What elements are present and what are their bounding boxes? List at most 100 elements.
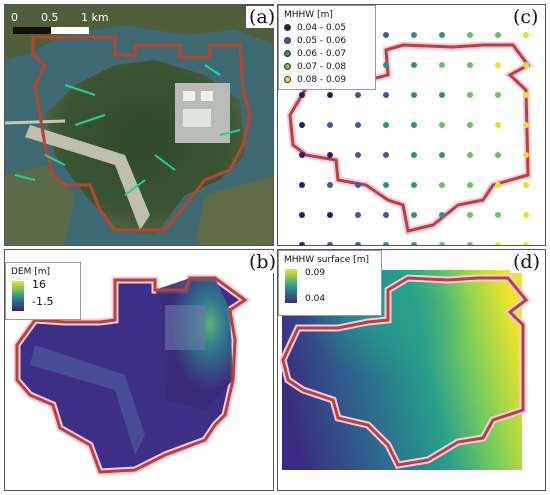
mhhw-point: [299, 122, 305, 128]
legend-dot: [284, 76, 291, 83]
legend-item: 0.07 - 0.08: [284, 60, 370, 73]
legend-range: 0.05 - 0.06: [297, 35, 347, 46]
mhhw-point: [523, 242, 529, 245]
mhhw-point: [467, 122, 473, 128]
mhhw-point: [495, 92, 501, 98]
mhhw-point: [411, 212, 417, 218]
dem-legend-title: DEM [m]: [11, 267, 51, 277]
legend-dot: [284, 24, 291, 31]
mhhw-point: [439, 212, 445, 218]
mhhw-point: [523, 152, 529, 158]
mhhw-point: [355, 212, 361, 218]
mhhw-surface-legend: MHHW surface [m] 0.09 0.04: [278, 250, 382, 316]
mhhw-point: [439, 122, 445, 128]
mhhw-points: [299, 32, 529, 245]
mhhw-surface-legend-title: MHHW surface [m]: [284, 255, 369, 265]
mhhw-legend-title: MHHW [m]: [284, 10, 333, 20]
mhhw-point: [299, 212, 305, 218]
dem-airstrip: [30, 345, 145, 455]
mhhw-point: [495, 62, 501, 68]
scale-label-0: 0: [11, 11, 18, 24]
mhhw-point: [327, 92, 333, 98]
dem-colorbar: [12, 281, 24, 311]
mhhw-point: [439, 62, 445, 68]
mhhw-point: [383, 62, 389, 68]
mhhw-point: [383, 92, 389, 98]
legend-range: 0.06 - 0.07: [297, 48, 347, 59]
airstrip-area: [25, 125, 150, 230]
legend-range: 0.07 - 0.08: [297, 61, 347, 72]
mhhw-point: [383, 182, 389, 188]
dem-legend-min: -1.5: [32, 295, 54, 308]
mhhw-point: [411, 152, 417, 158]
mhhw-point: [467, 32, 473, 38]
mhhw-point: [495, 122, 501, 128]
mhhw-point: [439, 242, 445, 245]
mhhw-point: [467, 92, 473, 98]
dem-legend: DEM [m] 16 -1.5: [5, 262, 81, 320]
dem-legend-max: 16: [32, 278, 46, 291]
mhhw-point: [327, 152, 333, 158]
legend-range: 0.08 - 0.09: [297, 74, 347, 85]
mhhw-point: [355, 152, 361, 158]
study-boundary: [281, 276, 529, 467]
land-southwest: [5, 165, 75, 245]
dem-map: [13, 274, 252, 476]
mhhw-point: [411, 182, 417, 188]
mhhw-point: [411, 242, 417, 245]
mhhw-point: [299, 92, 305, 98]
satellite-map-panel: 0 0.5 1 km: [4, 4, 274, 246]
legend-dot: [284, 37, 291, 44]
mhhw-point: [439, 182, 445, 188]
mhhw-point: [439, 32, 445, 38]
mhhw-point: [495, 212, 501, 218]
mhhw-point: [411, 32, 417, 38]
mhhw-point: [355, 122, 361, 128]
mhhw-points-panel: MHHW [m] 0.04 - 0.05 0.05 - 0.06 0.06 - …: [277, 4, 546, 246]
land-southeast: [195, 175, 273, 245]
mhhw-surface-legend-min: 0.04: [305, 294, 326, 304]
legend-item: 0.05 - 0.06: [284, 34, 370, 47]
mhhw-point: [495, 152, 501, 158]
mhhw-point: [467, 212, 473, 218]
mhhw-point: [523, 62, 529, 68]
mhhw-surface-map: [279, 270, 532, 470]
mhhw-point: [327, 212, 333, 218]
mhhw-point: [495, 242, 501, 245]
panel-label-a: (a): [246, 6, 279, 28]
mhhw-point: [523, 212, 529, 218]
mhhw-surface-legend-max: 0.09: [305, 268, 326, 278]
legend-item: 0.08 - 0.09: [284, 73, 370, 86]
mhhw-point: [327, 182, 333, 188]
mainland-north: [5, 5, 273, 60]
mhhw-point: [327, 242, 333, 245]
mhhw-point: [355, 182, 361, 188]
legend-item: 0.04 - 0.05: [284, 21, 370, 34]
mhhw-point: [411, 92, 417, 98]
study-boundary: [15, 276, 248, 474]
mhhw-point: [411, 62, 417, 68]
mhhw-point: [299, 182, 305, 188]
mhhw-point: [439, 152, 445, 158]
study-boundary: [31, 35, 252, 232]
mhhw-point: [411, 122, 417, 128]
legend-item: 0.06 - 0.07: [284, 47, 370, 60]
mhhw-point: [327, 122, 333, 128]
mhhw-point: [383, 32, 389, 38]
dem-industrial: [165, 305, 205, 350]
mhhw-point: [383, 212, 389, 218]
mhhw-point: [383, 242, 389, 245]
mhhw-point: [495, 32, 501, 38]
mhhw-points-map: [286, 32, 534, 245]
mhhw-legend: MHHW [m] 0.04 - 0.05 0.05 - 0.06 0.06 - …: [278, 5, 376, 90]
mhhw-point: [383, 122, 389, 128]
scale-segment-white: [51, 27, 89, 34]
scale-label-1km: 1 km: [81, 11, 109, 24]
scale-segment-black: [13, 27, 51, 34]
mhhw-point: [523, 182, 529, 188]
mhhw-point: [523, 122, 529, 128]
mhhw-surface-colorbar: [285, 269, 297, 303]
legend-dot: [284, 63, 291, 70]
satellite-map: [5, 5, 273, 245]
channel-markers: [14, 64, 241, 196]
